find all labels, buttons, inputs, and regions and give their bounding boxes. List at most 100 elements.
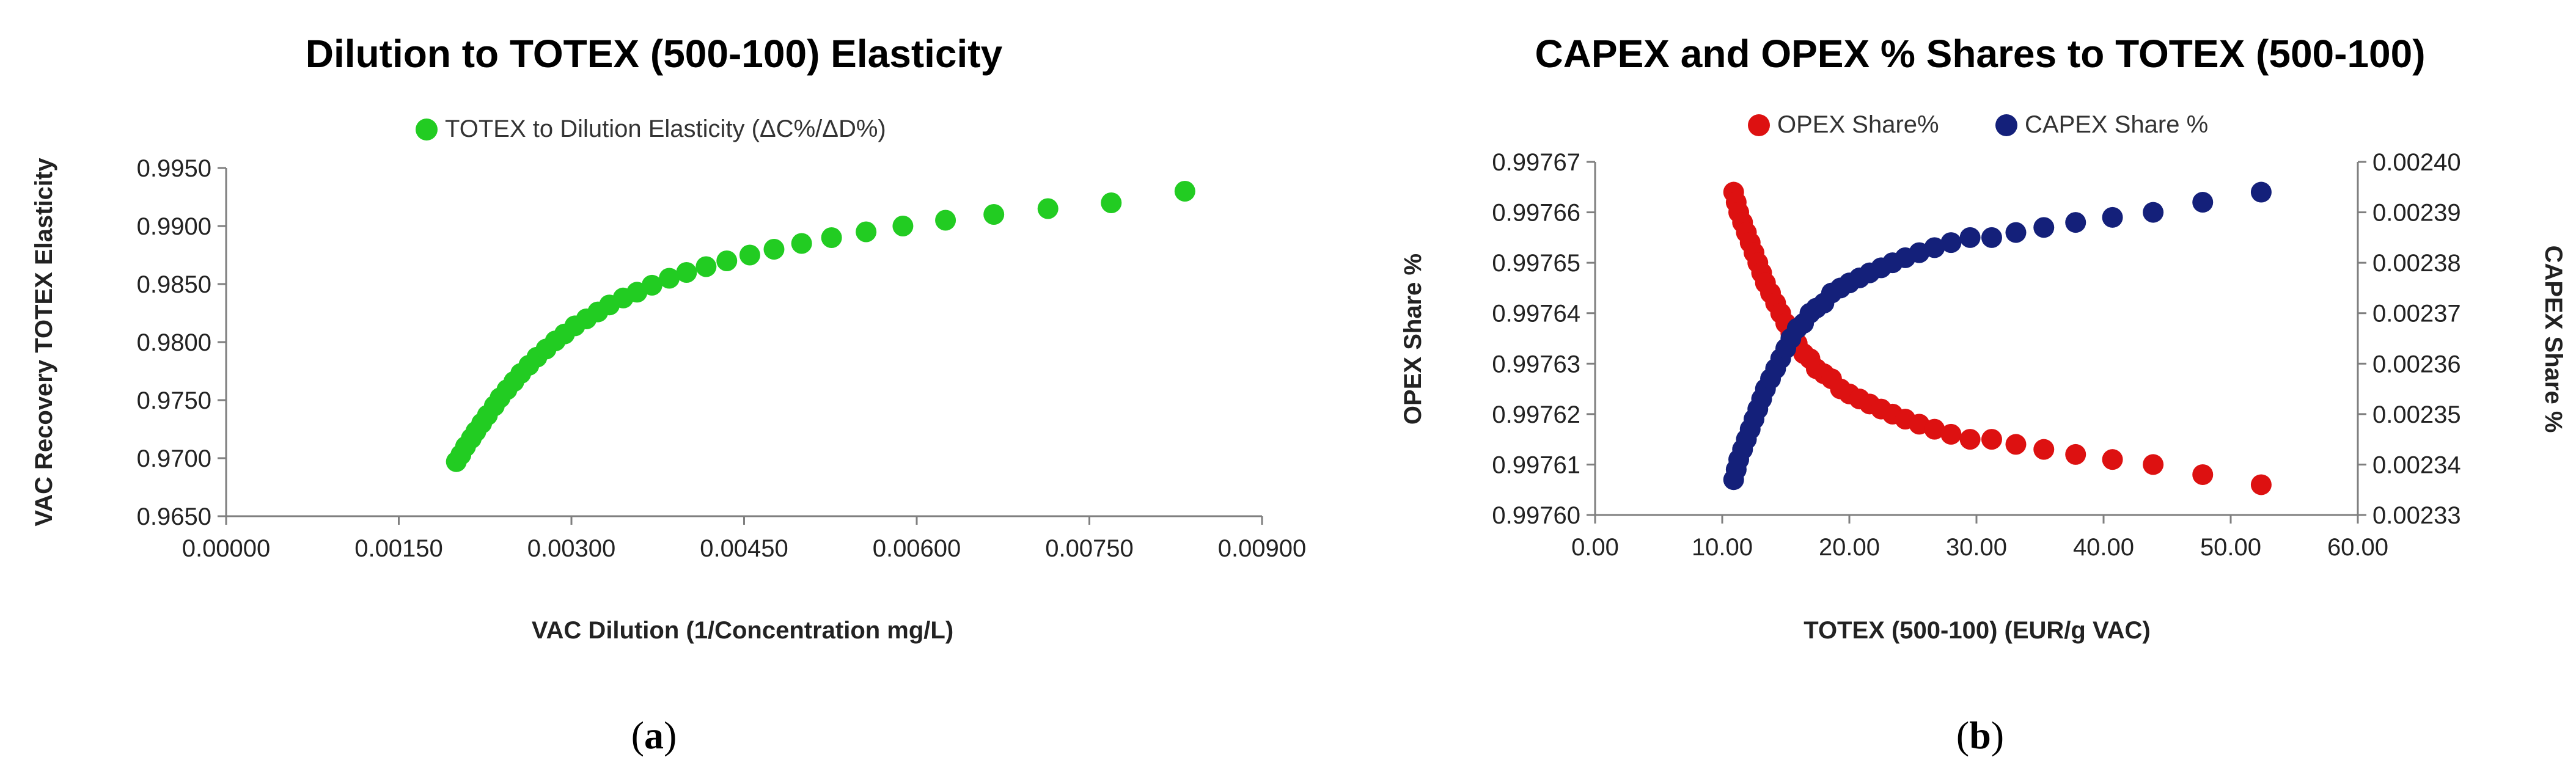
- chart-b-point-opex: [1924, 418, 1945, 440]
- chart-b-y2-tick-label: 0.00239: [2372, 200, 2461, 227]
- chart-a-point: [1174, 181, 1195, 202]
- chart-b-point-capex: [1981, 227, 2002, 248]
- panel-a-letter: a: [644, 714, 664, 757]
- chart-b-point-opex: [2192, 464, 2214, 485]
- chart-b-y-label: OPEX Share %: [1400, 254, 1426, 425]
- chart-a-x-tick-label: 0.00150: [354, 535, 443, 562]
- panel-label-a: (a): [631, 714, 677, 757]
- chart-b-x-tick-label: 10.00: [1692, 534, 1753, 561]
- chart-b-y-tick-label: 0.99767: [1492, 149, 1580, 176]
- chart-a-point: [716, 250, 738, 271]
- chart-b-y2-tick-label: 0.00237: [2372, 301, 2461, 327]
- chart-b-y-tick-label: 0.99766: [1492, 200, 1580, 227]
- chart-a-x-tick-label: 0.00000: [182, 535, 271, 562]
- chart-b-x-label: TOTEX (500-100) (EUR/g VAC): [1804, 617, 2151, 644]
- chart-b-y-tick-label: 0.99762: [1492, 401, 1580, 428]
- chart-b-x-axis: 0.00 10.00 20.00 30.00 40.00 50.00 60.00: [1571, 515, 2388, 561]
- chart-a-y-axis: 0.9650 0.9700 0.9750 0.9800 0.9850 0.9900 0.99…: [137, 155, 226, 530]
- chart-a-point: [739, 244, 760, 266]
- chart-b-point-capex: [1959, 227, 1981, 248]
- chart-b-x-tick-label: 60.00: [2327, 534, 2388, 561]
- chart-b-point-opex: [2250, 474, 2272, 495]
- chart-b-legend-label-capex: CAPEX Share %: [2025, 111, 2208, 138]
- chart-b-legend-marker-capex: [1995, 114, 2017, 136]
- chart-b: CAPEX and OPEX % Shares to TOTEX (500-10…: [1400, 32, 2567, 757]
- chart-b-y2-tick-label: 0.00234: [2372, 451, 2461, 478]
- chart-b-series-capex: [1723, 181, 2272, 491]
- chart-b-x-tick-label: 40.00: [2073, 534, 2134, 561]
- chart-b-x-tick-label: 20.00: [1819, 534, 1880, 561]
- chart-a-y-tick-label: 0.9800: [137, 329, 211, 356]
- chart-a-point: [856, 221, 877, 243]
- chart-b-y-tick-label: 0.99763: [1492, 351, 1580, 378]
- chart-a-x-tick-label: 0.00450: [700, 535, 788, 562]
- chart-b-y-tick-label: 0.99761: [1492, 451, 1580, 478]
- chart-a-point: [983, 204, 1005, 225]
- chart-a-point: [763, 239, 785, 260]
- chart-a-y-tick-label: 0.9650: [137, 503, 211, 530]
- chart-b-point-opex: [2005, 434, 2027, 455]
- chart-a-x-label: VAC Dilution (1/Concentration mg/L): [532, 617, 953, 644]
- chart-a-y-tick-label: 0.9900: [137, 213, 211, 240]
- chart-b-point-opex: [2065, 444, 2086, 465]
- chart-b-point-capex: [1924, 237, 1945, 258]
- chart-a-point: [695, 256, 717, 277]
- chart-b-legend-label-opex: OPEX Share%: [1777, 111, 1939, 138]
- chart-b-x-tick-label: 50.00: [2200, 534, 2261, 561]
- chart-b-point-opex: [1959, 429, 1981, 450]
- chart-b-x-tick-label: 30.00: [1946, 534, 2007, 561]
- chart-b-y2-tick-label: 0.00238: [2372, 250, 2461, 277]
- chart-a-point: [1037, 198, 1059, 219]
- chart-b-point-capex: [2192, 192, 2214, 213]
- chart-a-point: [821, 227, 842, 248]
- chart-b-series-opex: [1723, 181, 2272, 495]
- chart-b-point-capex: [2033, 217, 2055, 238]
- chart-a-y-tick-label: 0.9850: [137, 271, 211, 298]
- chart-a-y-tick-label: 0.9700: [137, 445, 211, 472]
- chart-a-point: [1101, 192, 1122, 213]
- chart-a-x-tick-label: 0.00300: [527, 535, 616, 562]
- chart-a-point: [641, 274, 662, 296]
- chart-b-y-tick-label: 0.99765: [1492, 250, 1580, 277]
- chart-b-title: CAPEX and OPEX % Shares to TOTEX (500-10…: [1535, 32, 2425, 76]
- chart-b-point-capex: [2102, 206, 2123, 228]
- chart-b-point-opex: [1981, 429, 2002, 450]
- chart-b-y-axis-right: 0.00233 0.00234 0.00235 0.00236 0.00237 0.002…: [2358, 149, 2461, 529]
- chart-a-legend-marker: [416, 119, 438, 141]
- panel-b-letter: b: [1969, 714, 1991, 757]
- chart-b-point-capex: [1940, 232, 1962, 254]
- chart-b-y2-label: CAPEX Share %: [2540, 246, 2567, 433]
- chart-a-x-tick-label: 0.00900: [1218, 535, 1307, 562]
- chart-b-point-opex: [2102, 449, 2123, 470]
- chart-b-legend: OPEX Share% CAPEX Share %: [1748, 111, 2208, 138]
- chart-b-point-capex: [2250, 181, 2272, 203]
- chart-a-x-tick-label: 0.00600: [873, 535, 961, 562]
- chart-b-y-tick-label: 0.99764: [1492, 301, 1580, 327]
- chart-a-y-label: VAC Recovery TOTEX Elasticity: [31, 158, 57, 527]
- chart-b-legend-marker-opex: [1748, 114, 1770, 136]
- chart-a-y-tick-label: 0.9950: [137, 155, 211, 182]
- chart-b-point-capex: [2005, 222, 2027, 243]
- chart-b-point-capex: [2143, 202, 2164, 223]
- chart-a-legend: TOTEX to Dilution Elasticity (ΔC%/ΔD%): [416, 115, 886, 142]
- chart-b-point-opex: [2033, 439, 2055, 460]
- chart-a-y-tick-label: 0.9750: [137, 387, 211, 414]
- chart-b-y2-tick-label: 0.00235: [2372, 401, 2461, 428]
- chart-a: Dilution to TOTEX (500-100) Elasticity T…: [31, 32, 1306, 757]
- chart-a-x-axis: 0.00000 0.00150 0.00300 0.00450 0.00600 0.007…: [182, 516, 1307, 562]
- chart-a-point: [659, 268, 680, 289]
- chart-a-legend-label: TOTEX to Dilution Elasticity (ΔC%/ΔD%): [445, 115, 886, 142]
- chart-b-point-opex: [2143, 454, 2164, 475]
- chart-b-y-axis-left: 0.99760 0.99761 0.99762 0.99763 0.99764 0.997…: [1492, 149, 1595, 529]
- chart-b-y2-tick-label: 0.00240: [2372, 149, 2461, 176]
- chart-b-point-opex: [1940, 423, 1962, 445]
- chart-a-point: [791, 233, 812, 254]
- chart-a-x-tick-label: 0.00750: [1045, 535, 1134, 562]
- chart-b-x-tick-label: 0.00: [1571, 534, 1619, 561]
- chart-a-point: [892, 216, 914, 236]
- chart-b-y2-tick-label: 0.00236: [2372, 351, 2461, 378]
- chart-b-point-capex: [2065, 212, 2086, 233]
- panel-label-b: (b): [1956, 714, 2004, 757]
- chart-a-point: [676, 262, 697, 283]
